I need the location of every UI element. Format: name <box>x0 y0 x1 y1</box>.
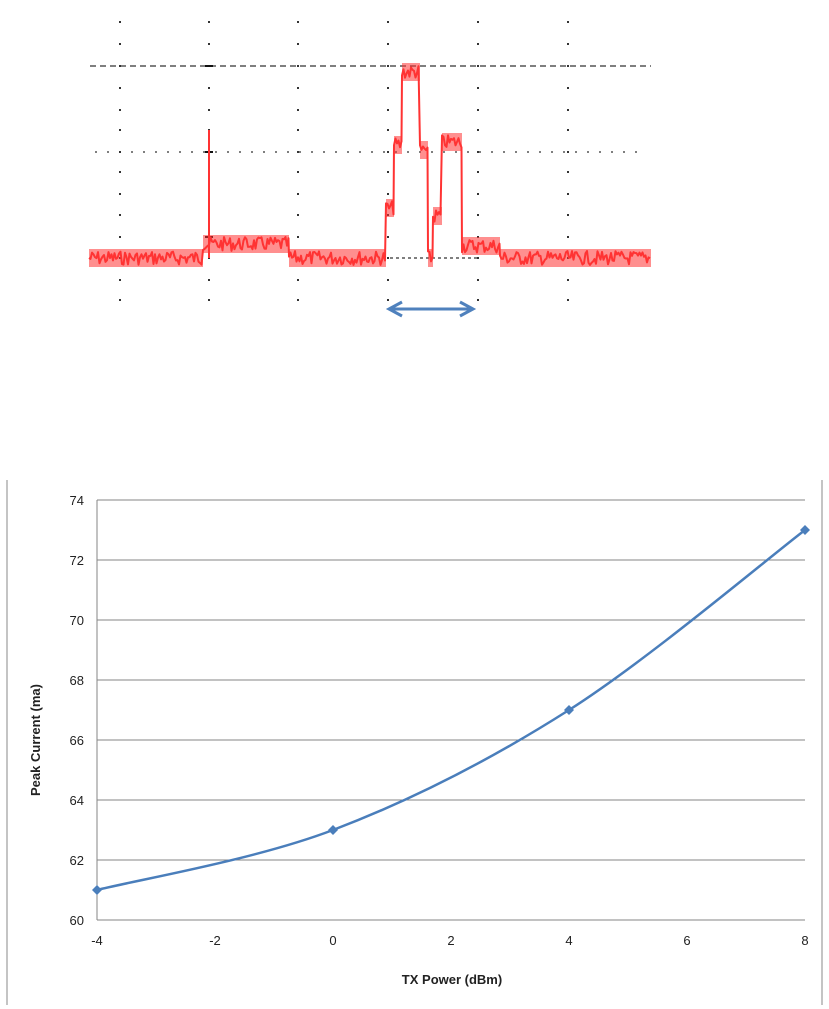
scope-grid <box>90 21 651 301</box>
x-tick-label: 8 <box>801 933 808 948</box>
x-tick-label: 0 <box>329 933 336 948</box>
y-tick-label: 68 <box>70 673 84 688</box>
x-tick-labels: -4 -2 0 2 4 6 8 <box>91 933 808 948</box>
data-point-marker <box>328 825 338 835</box>
y-tick-label: 70 <box>70 613 84 628</box>
data-point-marker <box>800 525 810 535</box>
series-markers <box>92 525 810 895</box>
current-trace <box>88 63 651 267</box>
data-point-marker <box>92 885 102 895</box>
x-tick-label: 2 <box>447 933 454 948</box>
data-point-marker <box>564 705 574 715</box>
y-tick-label: 64 <box>70 793 84 808</box>
y-tick-label: 60 <box>70 913 84 928</box>
series-line <box>96 529 806 892</box>
x-tick-label: 4 <box>565 933 572 948</box>
x-tick-label: -4 <box>91 933 103 948</box>
packet-duration-arrow <box>385 300 477 318</box>
y-tick-label: 72 <box>70 553 84 568</box>
oscilloscope-trace <box>88 21 651 318</box>
y-axis-title: Peak Current (ma) <box>28 684 43 796</box>
gridlines <box>96 499 805 921</box>
y-tick-label: 66 <box>70 733 84 748</box>
x-tick-label: 6 <box>683 933 690 948</box>
y-tick-label: 62 <box>70 853 84 868</box>
y-tick-labels: 60 62 64 66 68 70 72 74 <box>70 493 84 928</box>
x-axis-title: TX Power (dBm) <box>402 972 502 987</box>
series-line-path <box>96 529 806 892</box>
y-tick-label: 74 <box>70 493 84 508</box>
x-tick-label: -2 <box>209 933 221 948</box>
